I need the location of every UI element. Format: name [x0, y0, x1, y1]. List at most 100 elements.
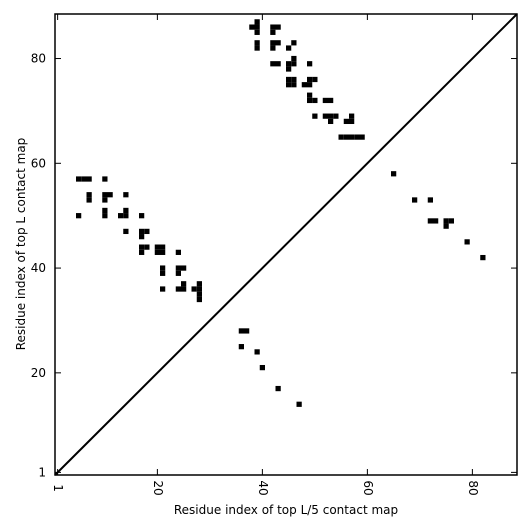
x-tick-label: 20: [151, 480, 165, 495]
contact-point: [139, 228, 145, 235]
contact-point: [328, 97, 334, 104]
contact-point: [254, 40, 260, 46]
contact-point: [244, 328, 250, 334]
y-axis-label: Residue index of top L contact map: [14, 138, 28, 351]
contact-point: [443, 218, 449, 224]
contact-point: [196, 286, 202, 292]
x-tick-label: 80: [466, 480, 480, 495]
contact-point: [86, 192, 92, 198]
contact-point: [307, 61, 313, 67]
contact-point: [275, 40, 281, 46]
contact-point: [291, 55, 297, 62]
contact-point: [291, 82, 297, 88]
contact-point: [118, 213, 124, 219]
y-tick-label: 1: [38, 465, 46, 479]
contact-point: [196, 291, 202, 297]
contact-point: [391, 171, 397, 177]
contact-point: [286, 66, 292, 72]
contact-point: [196, 296, 202, 303]
contact-point: [102, 213, 108, 219]
contact-point: [102, 207, 108, 214]
contact-point: [312, 76, 318, 83]
contact-point: [275, 24, 281, 30]
contact-point: [123, 228, 129, 235]
contact-point: [328, 113, 334, 119]
contact-point: [254, 24, 260, 30]
contact-point: [160, 265, 166, 271]
contact-point: [270, 24, 276, 30]
contact-point: [86, 197, 92, 203]
contact-point: [238, 328, 244, 334]
contact-point: [349, 118, 355, 125]
contact-point: [275, 385, 281, 392]
contact-point: [160, 244, 166, 250]
contact-point: [154, 249, 160, 255]
contact-point: [443, 223, 449, 229]
contact-point: [349, 134, 355, 140]
contact-point: [196, 281, 202, 287]
y-tick-label: 20: [31, 366, 46, 380]
contact-point: [191, 286, 197, 292]
contact-point: [307, 97, 313, 104]
contact-point: [448, 218, 454, 224]
contact-point: [81, 176, 87, 182]
contact-point: [359, 134, 365, 140]
contact-point: [322, 113, 328, 119]
x-tick-label: 40: [256, 480, 270, 495]
contact-point: [102, 197, 108, 203]
contact-point: [139, 249, 145, 255]
contact-point: [301, 82, 307, 88]
y-tick-label: 60: [31, 156, 46, 170]
contact-point: [328, 118, 334, 125]
contact-point: [343, 118, 349, 125]
contact-point: [254, 29, 260, 35]
contact-point: [175, 265, 181, 271]
contact-point: [160, 286, 166, 292]
contact-point: [312, 113, 318, 119]
contact-point: [76, 176, 82, 182]
axis-ticks: 1 20 40 60 80 1 20 40 60 80: [31, 14, 517, 496]
contact-points: [76, 19, 486, 407]
contact-point: [249, 24, 255, 30]
contact-point: [102, 192, 108, 198]
contact-point: [160, 249, 166, 255]
contact-point: [123, 192, 129, 198]
contact-point: [160, 270, 166, 276]
contact-point: [270, 61, 276, 67]
contact-point: [238, 344, 244, 350]
contact-point: [181, 286, 187, 292]
contact-point: [139, 234, 145, 240]
contact-point: [343, 134, 349, 140]
contact-point: [181, 265, 187, 271]
contact-point: [86, 176, 92, 182]
contact-point: [427, 197, 433, 203]
contact-point: [270, 29, 276, 35]
contact-point: [427, 218, 433, 224]
contact-point: [254, 45, 260, 51]
contact-point: [107, 192, 113, 198]
contact-point: [181, 281, 187, 287]
contact-point: [76, 213, 82, 219]
contact-point: [412, 197, 418, 203]
contact-point: [480, 254, 486, 261]
contact-point: [286, 45, 292, 51]
contact-point: [286, 76, 292, 83]
contact-point: [102, 176, 108, 182]
diagonal-line: [54, 13, 518, 476]
contact-point: [144, 228, 150, 235]
contact-point: [307, 82, 313, 88]
contact-point: [139, 213, 145, 219]
y-tick-label: 40: [31, 261, 46, 275]
contact-point: [254, 19, 260, 25]
contact-point: [338, 134, 344, 140]
contact-point: [322, 97, 328, 104]
contact-point: [123, 213, 129, 219]
contact-point: [175, 270, 181, 276]
contact-point: [433, 218, 439, 224]
contact-point: [259, 364, 265, 371]
contact-point: [291, 76, 297, 83]
contact-point: [270, 45, 276, 51]
contact-point: [291, 40, 297, 46]
contact-point: [291, 61, 297, 67]
